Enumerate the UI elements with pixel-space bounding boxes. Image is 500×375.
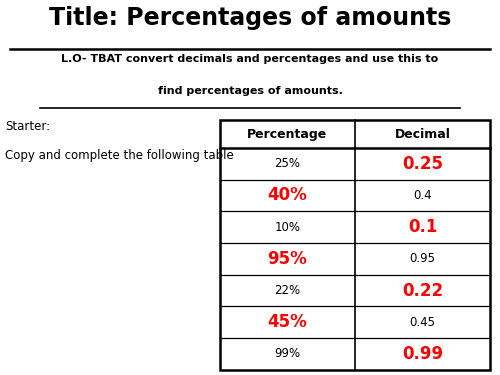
Text: L.O- TBAT convert decimals and percentages and use this to: L.O- TBAT convert decimals and percentag… <box>62 54 438 64</box>
Text: 0.95: 0.95 <box>410 252 436 266</box>
Text: 25%: 25% <box>274 157 300 170</box>
Text: Percentage: Percentage <box>248 128 328 141</box>
Text: 22%: 22% <box>274 284 300 297</box>
Text: 40%: 40% <box>268 186 308 204</box>
Text: 45%: 45% <box>268 313 308 331</box>
Text: 10%: 10% <box>274 220 300 234</box>
Text: 99%: 99% <box>274 347 300 360</box>
Text: find percentages of amounts.: find percentages of amounts. <box>158 86 342 96</box>
Text: Title: Percentages of amounts: Title: Percentages of amounts <box>49 6 451 30</box>
Text: 0.22: 0.22 <box>402 282 443 300</box>
Text: Decimal: Decimal <box>394 128 450 141</box>
Text: 0.1: 0.1 <box>408 218 437 236</box>
Text: Copy and complete the following table: Copy and complete the following table <box>5 149 234 162</box>
Text: Starter:: Starter: <box>5 120 50 134</box>
Text: 0.25: 0.25 <box>402 155 443 173</box>
Text: 0.99: 0.99 <box>402 345 443 363</box>
Text: 0.4: 0.4 <box>413 189 432 202</box>
Text: 0.45: 0.45 <box>410 316 436 329</box>
Bar <box>220 120 490 370</box>
Text: 95%: 95% <box>268 250 308 268</box>
